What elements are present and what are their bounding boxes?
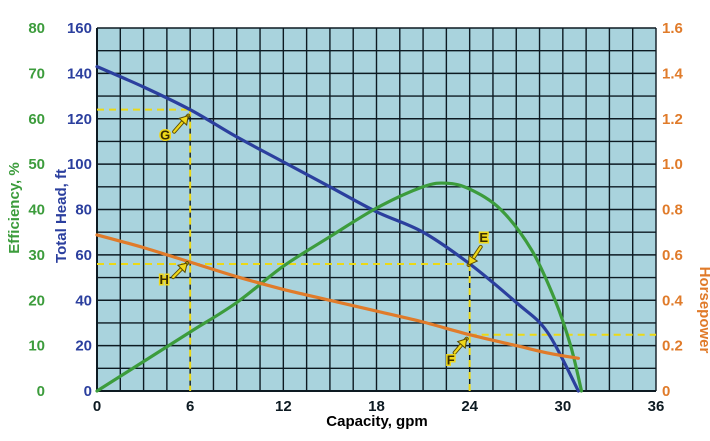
x-tick-label: 18	[368, 398, 385, 415]
x-tick-label: 24	[461, 398, 478, 415]
x-tick-label: 36	[648, 398, 665, 415]
x-tick-label: 30	[554, 398, 571, 415]
marker-f-label: F	[447, 353, 455, 368]
series-lines	[95, 65, 584, 393]
marker-e: E	[466, 228, 490, 267]
efficiency-tick-label: 0	[37, 383, 45, 400]
x-axis-title: Capacity, gpm	[326, 413, 427, 430]
efficiency-tick-label: 60	[28, 111, 45, 128]
horsepower-tick-label: 0.4	[662, 292, 684, 309]
head-tick-label: 60	[75, 247, 92, 264]
x-tick-label: 12	[275, 398, 292, 415]
series-efficiency-line	[95, 181, 584, 393]
head-tick-label: 100	[67, 156, 92, 173]
marker-h-label: H	[159, 272, 168, 287]
marker-g-label: G	[160, 128, 170, 143]
horsepower-tick-label: 1.2	[662, 111, 683, 128]
horsepower-tick-label: 0.8	[662, 202, 683, 219]
horsepower-tick-label: 0	[662, 383, 670, 400]
horsepower-tick-label: 0.2	[662, 338, 683, 355]
horsepower-tick-label: 1.6	[662, 20, 683, 37]
marker-h-arrowhead	[176, 262, 188, 274]
head-tick-label: 0	[84, 383, 92, 400]
head-tick-label: 20	[75, 338, 92, 355]
efficiency-tick-label: 80	[28, 20, 45, 37]
horsepower-tick-label: 1.4	[662, 65, 684, 82]
marker-f: F	[445, 336, 469, 369]
head-tick-label: 120	[67, 111, 92, 128]
head-axis-title: Total Head, ft	[53, 169, 70, 263]
efficiency-tick-label: 70	[28, 65, 45, 82]
point-markers: G H E F	[158, 113, 490, 369]
horsepower-tick-label: 0.6	[662, 247, 683, 264]
series-head-line	[95, 65, 580, 393]
marker-e-arrowhead	[468, 254, 479, 266]
horsepower-axis-title: Horsepower	[696, 267, 710, 354]
horsepower-tick-label: 1.0	[662, 156, 683, 173]
marker-e-label: E	[479, 230, 488, 245]
marker-f-arrowhead	[456, 338, 468, 350]
tick-labels: 0 6 12 18 24 30 360204060801001201401600102030…	[28, 20, 683, 415]
efficiency-tick-label: 10	[28, 338, 45, 355]
efficiency-tick-label: 40	[28, 202, 45, 219]
efficiency-tick-label: 30	[28, 247, 45, 264]
marker-h: H	[158, 261, 190, 289]
guide-lines	[97, 108, 656, 391]
head-tick-label: 140	[67, 65, 92, 82]
head-tick-label: 80	[75, 202, 92, 219]
head-tick-label: 40	[75, 292, 92, 309]
marker-g-arrowhead	[178, 114, 189, 126]
head-tick-label: 160	[67, 20, 92, 37]
series-horsepower-line	[95, 233, 580, 360]
x-tick-label: 6	[186, 398, 194, 415]
marker-g: G	[159, 113, 191, 144]
efficiency-axis-title: Efficiency, %	[6, 162, 23, 253]
x-tick-label: 0	[93, 398, 101, 415]
efficiency-tick-label: 20	[28, 292, 45, 309]
efficiency-tick-label: 50	[28, 156, 45, 173]
